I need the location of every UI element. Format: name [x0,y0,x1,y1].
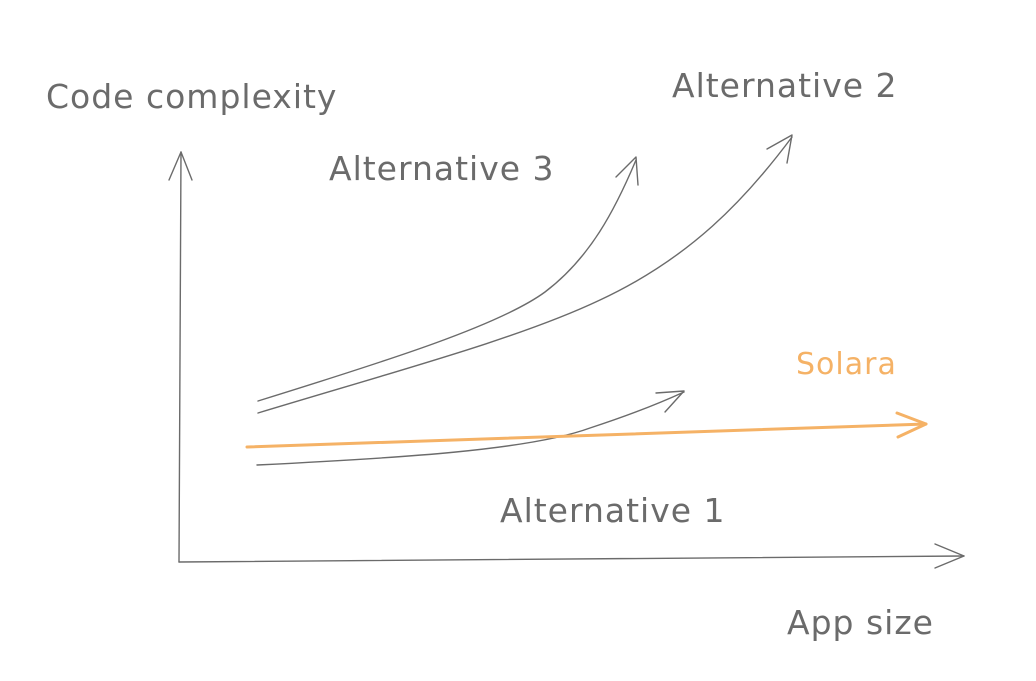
y-axis [168,151,193,563]
curve-alternative-3-arrowhead [615,156,639,186]
x-axis-label: App size [787,603,934,642]
solara-label: Solara [796,347,897,382]
x-axis-arrowhead [934,543,965,569]
curve-alternative-2-arrowhead [766,134,793,164]
alternative-3-label: Alternative 3 [329,149,555,188]
curve-alternative-2 [257,134,793,414]
curve-alternative-1 [256,390,685,466]
curve-alternative-3 [257,156,639,402]
x-axis [178,543,965,569]
alternative-1-label: Alternative 1 [500,491,726,530]
curve-solara [245,411,928,449]
y-axis-arrowhead [168,151,193,181]
y-axis-label: Code complexity [46,77,337,116]
alternative-2-label: Alternative 2 [672,66,898,105]
curve-solara-arrowhead [895,411,928,439]
curve-alternative-1-arrowhead [655,390,685,413]
